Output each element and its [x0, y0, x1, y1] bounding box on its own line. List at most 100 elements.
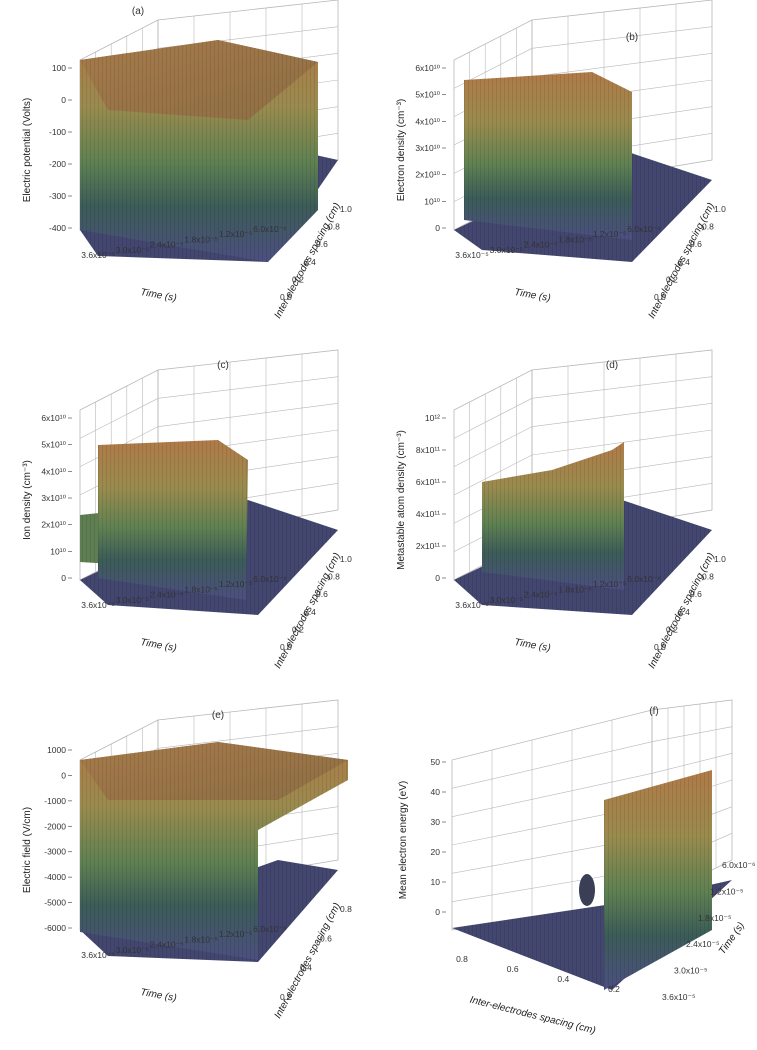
surface-main-mesh	[604, 770, 712, 990]
panel-3-hgrid	[453, 376, 713, 439]
panel-3-z-tick: 10¹²	[425, 413, 440, 423]
panel-5-z-tick: 40	[431, 787, 441, 797]
panel-0-x-tick: 1.2x10⁻⁵	[219, 229, 253, 239]
panel-5-y-tick: 1.8x10⁻⁵	[698, 913, 732, 923]
panel-3-hgrid	[453, 403, 713, 467]
panel-2-y-tick: 0.4	[304, 607, 316, 617]
panel-2-y-tick: 0.2	[292, 624, 304, 634]
panel-4-z-tick: -4000	[44, 872, 66, 882]
panel-5-z-tick: 30	[431, 817, 441, 827]
panel-4-z-title: Electric field (V/cm)	[22, 807, 33, 893]
panel-1-hgrid	[453, 26, 713, 89]
panel-4-y-tick: 0.4	[300, 963, 312, 973]
panel-1-x-tick: 6.0x10⁻⁶	[627, 224, 661, 234]
panel-3-hgrid	[453, 429, 713, 496]
chart-panel-5: 50 40 30 20 10 0 0.8 0.6 0.4 0.2 6.0x10⁻⁶ 1.2x10⁻⁵ 1…	[398, 699, 756, 1037]
chart-panel-2: 6x10¹⁰ 5x10¹⁰ 4x10¹⁰ 3x10¹⁰ 2x10¹⁰ 10¹⁰ 0 3.6x1…	[22, 349, 352, 670]
panel-3-y-tick: 0.2	[666, 624, 678, 634]
panel-3-x-tick: 3.0x10⁻⁵	[490, 595, 524, 605]
panel-5-hgrid	[451, 726, 733, 789]
panel-1-label: (b)	[626, 32, 638, 43]
panel-0-z-tick: -100	[49, 127, 66, 137]
chart-panel-3: 10¹² 8x10¹¹ 6x10¹¹ 4x10¹¹ 2x10¹¹ 0 3.6x10⁻⁵3.0…	[396, 349, 726, 670]
panel-2-y-tick: 0.8	[328, 572, 340, 582]
panel-2-y-tick: 1.0	[340, 554, 352, 564]
panel-1-z-tick: 6x10¹⁰	[415, 63, 440, 73]
panel-2-z-tick: 3x10¹⁰	[41, 493, 66, 503]
panel-2-x-title: Time (s)	[139, 637, 177, 654]
panel-5-label: (f)	[649, 706, 658, 717]
panel-2-z-title: Ion density (cm⁻³)	[22, 460, 33, 540]
panel-0-z-tick: -400	[49, 223, 66, 233]
panel-0-z-title: Electric potential (Volts)	[22, 98, 33, 203]
panel-2-x-tick: 6.0x10⁻⁶	[253, 574, 287, 584]
panel-0-z-tick: 100	[52, 63, 66, 73]
panel-4-x-tick: 1.8x10⁻⁵	[184, 934, 218, 944]
panel-5-z-title: Mean electron energy (eV)	[398, 781, 409, 899]
panel-5-x-title: Inter-electrodes spacing (cm)	[469, 995, 597, 1037]
panel-1-z-tick: 4x10¹⁰	[415, 116, 440, 126]
panel-1-y-tick: 0.0	[654, 292, 666, 302]
panel-5-x-tick: 0.2	[608, 984, 620, 994]
panel-1-z-tick: 2x10¹⁰	[415, 170, 440, 180]
panel-3-z-title: Metastable atom density (cm⁻³)	[396, 430, 407, 570]
panel-4-z-tick: -2000	[44, 821, 66, 831]
panel-0-x-tick: 6.0x10⁻⁶	[253, 224, 287, 234]
panel-5-z-tick: 10	[431, 877, 441, 887]
surface-top-mesh	[80, 40, 318, 120]
panel-4-x-tick: 2.4x10⁻⁵	[150, 940, 184, 950]
panel-1-y-tick: 0.4	[678, 257, 690, 267]
panel-3-x-tick: 3.6x10⁻⁵	[455, 600, 489, 610]
panel-1-x-title: Time (s)	[513, 287, 551, 304]
panel-3-x-tick: 6.0x10⁻⁶	[627, 574, 661, 584]
panel-5-x-tick: 0.4	[557, 974, 569, 984]
panel-1-y-tick: 0.8	[702, 222, 714, 232]
panel-0-x-tick: 3.0x10⁻⁵	[116, 245, 150, 255]
panel-4-y-tick: 0.2	[280, 992, 292, 1002]
panel-0-y-tick: 0.4	[304, 257, 316, 267]
panel-3-z-tick: 4x10¹¹	[416, 509, 440, 519]
panel-0-y-tick: 0.2	[292, 274, 304, 284]
panel-3-y-tick: 0.8	[702, 572, 714, 582]
panel-0-z-tick: 0	[61, 95, 66, 105]
panel-0-y-tick: 1.0	[340, 204, 352, 214]
panel-4-z-tick: 0	[61, 770, 66, 780]
panel-3-y-tick: 0.0	[654, 642, 666, 652]
panel-4-label: (e)	[212, 710, 224, 721]
surface-top-mesh	[80, 742, 348, 800]
panel-5-x-tick: 0.8	[456, 954, 468, 964]
panel-2-y-tick: 0.6	[316, 589, 328, 599]
panel-1-y-tick: 0.6	[690, 239, 702, 249]
panel-2-z-tick: 2x10¹⁰	[41, 520, 66, 530]
panel-1-z-tick: 0	[435, 223, 440, 233]
panel-1-x-tick: 3.6x10⁻⁵	[455, 250, 489, 260]
panel-1-z-tick: 10¹⁰	[424, 196, 440, 206]
panel-0-z-tick: -200	[49, 159, 66, 169]
panel-1-y-tick: 1.0	[714, 204, 726, 214]
panel-5-z-tick: 50	[431, 757, 441, 767]
panel-1-z-tick: 5x10¹⁰	[415, 90, 440, 100]
panel-2-x-tick: 1.8x10⁻⁵	[184, 584, 218, 594]
panel-4-x-title: Time (s)	[139, 987, 177, 1004]
panel-5-y-tick: 6.0x10⁻⁶	[722, 860, 756, 870]
panel-2-x-tick: 3.6x10⁻⁵	[81, 600, 115, 610]
chart-panel-0: 100 0 -100 -200 -300 -400 3.6x10⁻⁵3.0x10⁻⁵2.4x…	[22, 0, 352, 320]
panel-4-z-tick: -5000	[44, 898, 66, 908]
panel-4-z-tick: -6000	[44, 923, 66, 933]
panel-4-x-tick: 3.6x10⁻⁵	[81, 950, 115, 960]
panel-0-y-tick: 0.8	[328, 222, 340, 232]
panel-2-z-tick: 10¹⁰	[50, 546, 66, 556]
panel-0-y-tick: 0.6	[316, 239, 328, 249]
surface-main-mesh	[98, 440, 248, 600]
panel-4-z-tick: 1000	[47, 745, 66, 755]
panel-0-y-tick: 0.0	[280, 292, 292, 302]
panel-0-x-tick: 2.4x10⁻⁵	[150, 240, 184, 250]
panel-1-z-title: Electron density (cm⁻³)	[396, 99, 407, 202]
panel-3-x-tick: 1.8x10⁻⁵	[558, 584, 592, 594]
panel-2-z-tick: 0	[61, 573, 66, 583]
panel-5-x-tick: 0.6	[507, 964, 519, 974]
panel-5-y-tick: 2.4x10⁻⁵	[686, 939, 720, 949]
panel-3-z-tick: 6x10¹¹	[416, 477, 440, 487]
panel-2-x-tick: 2.4x10⁻⁵	[150, 590, 184, 600]
panel-5-y-title: Time (s)	[717, 920, 747, 956]
